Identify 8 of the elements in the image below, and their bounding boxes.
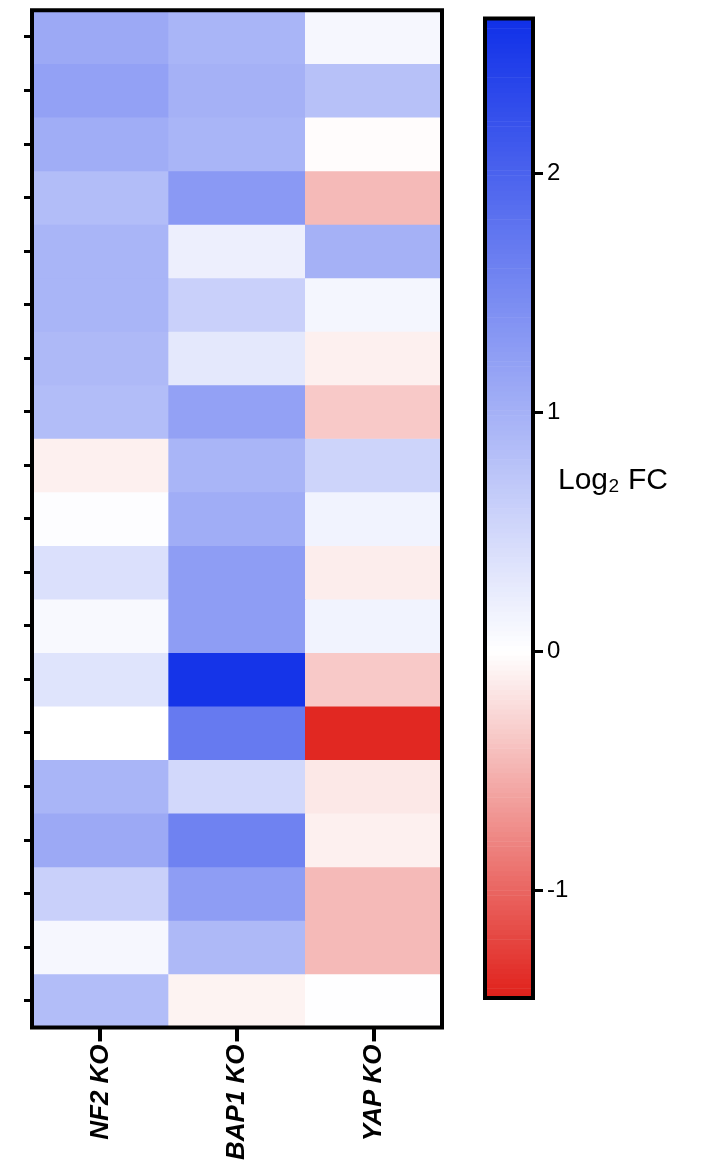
color-bar-label: -1 [547,875,569,903]
color-bar-label: 2 [547,158,561,186]
color-bar-label: 1 [547,397,561,425]
x-tick-label: NF2 KO [83,1044,114,1140]
color-bar-label: 0 [547,636,561,664]
x-tick-label: BAP1 KO [220,1044,251,1160]
color-bar-title: Log₂ FC [558,462,669,496]
x-tick-label: YAP KO [356,1044,387,1142]
